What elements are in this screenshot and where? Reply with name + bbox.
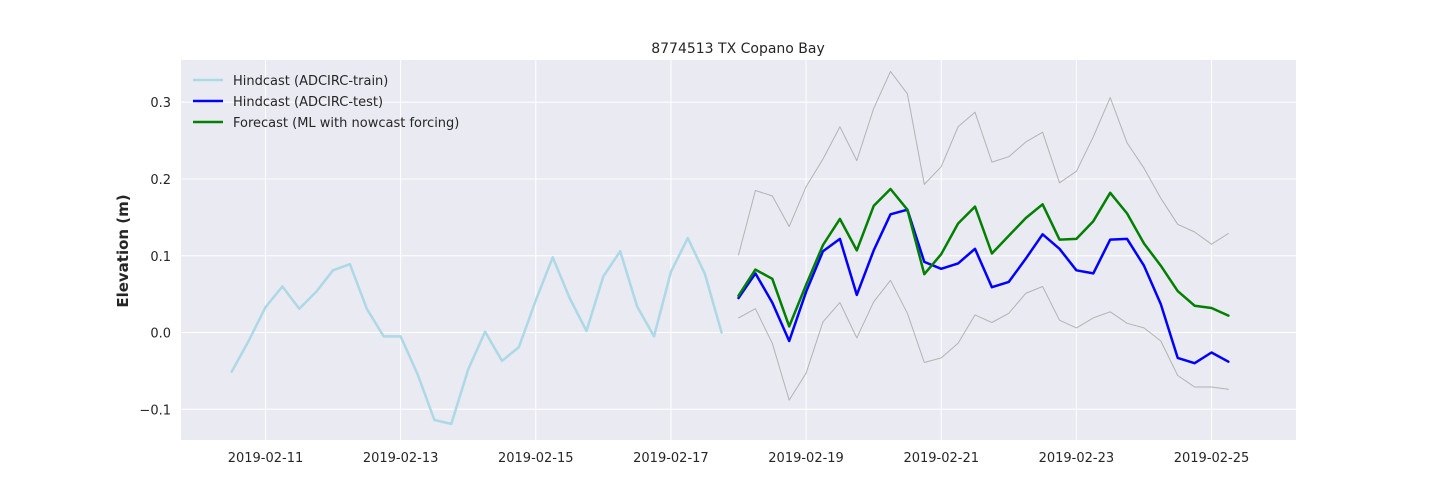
x-tick-label: 2019-02-11 [228, 451, 304, 466]
y-tick-label: −0.1 [139, 403, 171, 418]
x-tick-label: 2019-02-21 [903, 451, 979, 466]
x-axis-ticks: 2019-02-11 2019-02-13 2019-02-15 2019-02-17… [228, 451, 1250, 466]
series-line-test [737, 208, 1230, 365]
x-tick-label: 2019-02-15 [498, 451, 574, 466]
y-tick-label: 0.2 [150, 173, 171, 188]
series-line-forecast [737, 187, 1230, 328]
series-line-bound [738, 279, 1229, 401]
y-tick-label: 0.1 [150, 250, 171, 265]
chart-title: 8774513 TX Copano Bay [651, 41, 825, 57]
y-axis-label: Elevation (m) [114, 194, 132, 307]
x-tick-label: 2019-02-13 [363, 451, 439, 466]
series-line-bound [738, 71, 1229, 256]
y-tick-label: 0.0 [150, 327, 171, 342]
x-tick-label: 2019-02-17 [633, 451, 709, 466]
x-tick-label: 2019-02-23 [1039, 451, 1115, 466]
x-tick-label: 2019-02-25 [1174, 451, 1250, 466]
legend-label: Hindcast (ADCIRC-test) [233, 95, 383, 110]
legend-label: Hindcast (ADCIRC-train) [233, 74, 388, 89]
series-line-train [230, 236, 723, 426]
x-tick-label: 2019-02-19 [768, 451, 844, 466]
legend-label: Forecast (ML with nowcast forcing) [233, 116, 459, 131]
series-layer [230, 71, 1230, 426]
y-tick-label: 0.3 [150, 96, 171, 111]
grid-lines [181, 60, 1296, 440]
legend: Hindcast (ADCIRC-train) Hindcast (ADCIRC-… [193, 74, 459, 131]
y-axis-ticks: −0.1 0.0 0.1 0.2 0.3 [139, 96, 171, 418]
plot-area [181, 60, 1296, 440]
